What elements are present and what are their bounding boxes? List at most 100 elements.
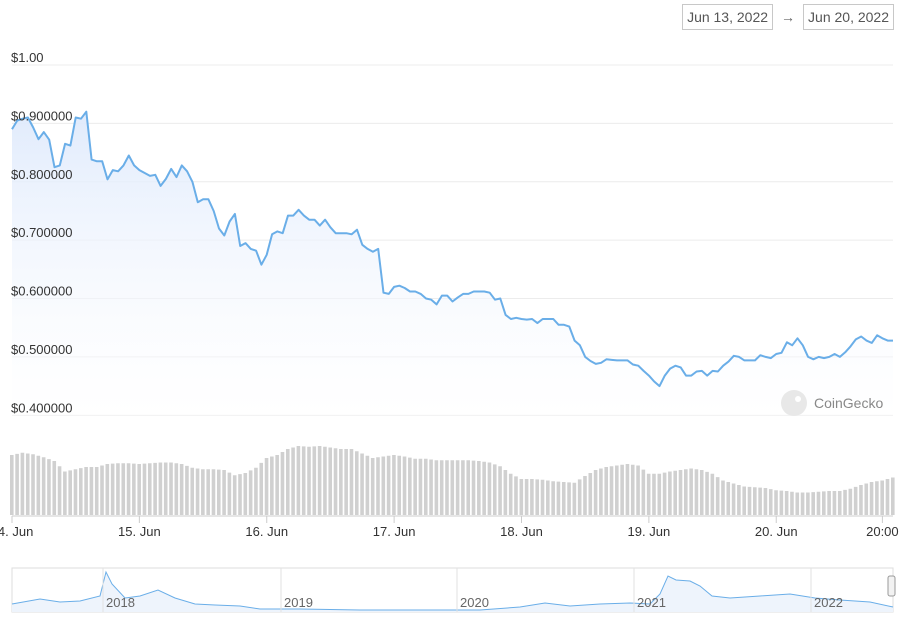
- x-tick-label: 20. Jun: [755, 524, 798, 539]
- volume-bar: [84, 467, 88, 515]
- volume-bar: [158, 462, 163, 515]
- volume-bar: [78, 468, 83, 515]
- volume-bar: [163, 462, 168, 515]
- volume-bar: [439, 460, 444, 515]
- volume-bar: [105, 464, 110, 515]
- volume-bar: [116, 463, 120, 515]
- volume-bar: [630, 464, 635, 515]
- volume-bar: [47, 459, 51, 515]
- volume-bar: [577, 479, 582, 515]
- price-area-fill: [12, 111, 893, 419]
- volume-bar: [73, 469, 78, 515]
- y-tick-label: $0.800000: [11, 167, 72, 182]
- volume-bar: [248, 470, 253, 515]
- volume-bar: [408, 457, 412, 515]
- volume-bar: [63, 471, 67, 515]
- volume-bar: [615, 465, 619, 515]
- volume-bar: [206, 469, 210, 515]
- volume-bar: [710, 473, 715, 515]
- volume-bar: [365, 455, 370, 515]
- volume-bar: [434, 460, 439, 515]
- volume-bar: [567, 482, 571, 515]
- volume-bar: [487, 462, 492, 515]
- navigator-handle[interactable]: [887, 575, 896, 597]
- volume-bar: [68, 470, 72, 515]
- volume-bar: [264, 458, 269, 515]
- volume-bar: [726, 482, 731, 515]
- range-navigator[interactable]: 2018 2019 2020 2021 2022: [11, 567, 896, 613]
- y-tick-label: $0.600000: [11, 284, 72, 299]
- volume-bar: [392, 455, 396, 515]
- volume-bar: [201, 469, 205, 515]
- navigator-year-label: 2021: [637, 595, 666, 610]
- volume-bar: [864, 483, 869, 515]
- volume-bar: [89, 467, 94, 515]
- volume-bar: [174, 463, 179, 515]
- volume-bar: [100, 465, 104, 515]
- volume-bar: [599, 468, 603, 515]
- volume-bar: [418, 458, 423, 515]
- volume-bar: [535, 479, 540, 515]
- volume-bar: [678, 470, 683, 515]
- volume-bar: [301, 446, 306, 515]
- navigator-year-label: 2022: [814, 595, 843, 610]
- volume-bar: [572, 482, 577, 515]
- volume-bar: [583, 476, 587, 515]
- volume-bar: [837, 491, 842, 515]
- volume-bar: [561, 482, 566, 515]
- volume-bar: [429, 459, 433, 515]
- volume-bar: [94, 467, 99, 515]
- volume-bar: [662, 472, 667, 515]
- volume-bar: [668, 471, 672, 515]
- volume-bar: [853, 486, 858, 515]
- volume-bar: [15, 453, 19, 515]
- volume-bar: [859, 485, 863, 515]
- volume-bar: [333, 448, 338, 515]
- volume-bar: [10, 455, 14, 515]
- x-tick-label: 17. Jun: [373, 524, 416, 539]
- start-date-input[interactable]: Jun 13, 2022: [682, 4, 774, 30]
- volume-bar: [811, 492, 815, 515]
- navigator-year-label: 2019: [284, 595, 313, 610]
- navigator-area: [12, 572, 893, 612]
- x-axis: 14. Jun 15. Jun 16. Jun 17. Jun 18. Jun 19. J…: [0, 515, 899, 539]
- volume-bar: [891, 477, 895, 515]
- navigator-line: [11, 570, 894, 611]
- volume-bar: [753, 487, 757, 515]
- coingecko-watermark: CoinGecko: [781, 390, 883, 416]
- volume-bar: [402, 456, 407, 515]
- price-line: [11, 110, 893, 388]
- volume-bar: [551, 481, 555, 515]
- volume-bar: [169, 462, 173, 515]
- volume-bar: [832, 491, 837, 515]
- volume-bar: [774, 490, 778, 515]
- volume-bar: [147, 463, 152, 515]
- end-date-input[interactable]: Jun 20, 2022: [803, 4, 894, 30]
- volume-bar: [737, 485, 741, 515]
- navigator-year-label: 2018: [106, 595, 135, 610]
- volume-bar: [524, 479, 529, 515]
- volume-bar: [880, 480, 884, 515]
- volume-bar: [763, 488, 768, 515]
- volume-bar: [185, 465, 189, 515]
- volume-bar: [455, 460, 460, 515]
- volume-bar: [259, 462, 264, 515]
- volume-bar: [142, 463, 147, 515]
- volume-bar: [25, 453, 30, 515]
- volume-bar: [466, 460, 471, 515]
- date-range-picker: Jun 13, 2022 → Jun 20, 2022: [682, 4, 894, 30]
- volume-bar: [323, 446, 327, 515]
- volume-bar: [386, 455, 391, 515]
- volume-bar: [684, 469, 688, 515]
- volume-bar: [540, 479, 545, 515]
- volume-bar: [381, 456, 386, 515]
- volume-bar: [795, 492, 800, 515]
- volume-bar: [349, 449, 354, 515]
- volume-bar: [689, 468, 693, 515]
- y-tick-label: $0.500000: [11, 342, 72, 357]
- volume-bar: [827, 491, 831, 515]
- volume-bar: [848, 488, 853, 515]
- volume-bar: [211, 469, 216, 515]
- volume-bar: [477, 461, 481, 515]
